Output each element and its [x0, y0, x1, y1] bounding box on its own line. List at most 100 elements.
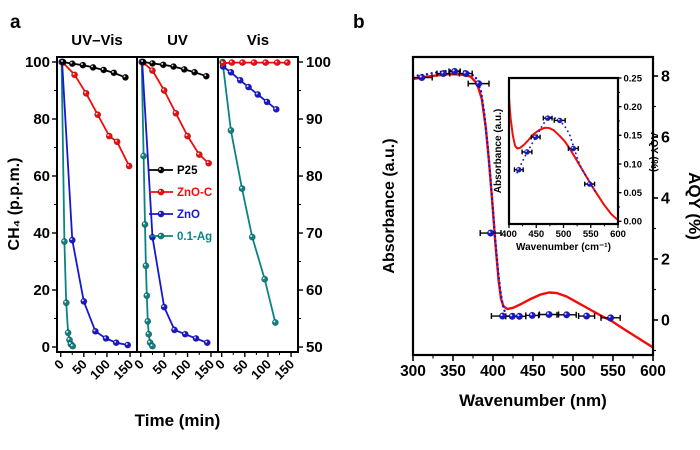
- data-point: [191, 68, 199, 76]
- data-point: [171, 326, 178, 334]
- data-point: [149, 342, 156, 350]
- x-tick-label: 100: [248, 357, 274, 383]
- data-point: [149, 67, 156, 74]
- data-point: [462, 69, 470, 78]
- data-point-gloss: [275, 60, 278, 63]
- data-point-gloss: [95, 112, 98, 115]
- data-point: [180, 65, 188, 73]
- data-point: [157, 166, 165, 174]
- subpanel-series-2: [219, 58, 291, 326]
- data-point: [142, 262, 150, 270]
- data-point-gloss: [500, 313, 503, 317]
- data-point-gloss: [162, 88, 165, 91]
- data-point-gloss: [66, 330, 69, 333]
- data-point: [105, 132, 113, 140]
- data-point: [245, 83, 252, 91]
- data-point: [524, 148, 530, 155]
- data-point: [89, 63, 97, 71]
- data-point-gloss: [161, 62, 164, 65]
- x-tick-label: 0: [212, 357, 228, 373]
- data-point-gloss: [558, 118, 560, 121]
- data-point-gloss: [240, 60, 243, 63]
- data-point-gloss: [159, 212, 161, 214]
- data-point-gloss: [285, 60, 288, 63]
- data-point-gloss: [246, 85, 249, 88]
- data-point: [124, 341, 132, 349]
- inset-x-tick-label: 400: [501, 229, 517, 240]
- data-point-gloss: [144, 293, 147, 296]
- inset-y-tick-label: 0.10: [624, 159, 643, 170]
- a-x-axis-label: Time (min): [135, 411, 221, 430]
- y-tick-label-left: 0: [42, 339, 50, 356]
- b-x-axis-label: Wavenumber (nm): [459, 391, 607, 410]
- x-tick-label: 600: [640, 363, 666, 380]
- subpanel-frame-1: [136, 56, 219, 353]
- data-point-gloss: [159, 190, 161, 192]
- data-point: [532, 134, 539, 140]
- y-tick-label-right: 4: [661, 190, 670, 207]
- data-point-gloss: [115, 139, 118, 142]
- legend-label: ZnO-C: [177, 187, 212, 199]
- data-point-gloss: [587, 182, 590, 185]
- y-tick-label-right: 2: [661, 251, 670, 268]
- legend-label: ZnO: [177, 209, 200, 221]
- x-tick-label: 150: [271, 357, 297, 383]
- inset-y-tick-label: 0.00: [624, 217, 643, 228]
- y-tick-label-left: 100: [25, 54, 50, 71]
- data-point-gloss: [80, 63, 83, 66]
- data-point: [544, 115, 551, 122]
- data-point: [157, 210, 165, 218]
- data-point: [144, 317, 152, 325]
- data-point: [91, 327, 99, 335]
- data-point-gloss: [123, 75, 126, 78]
- data-point: [238, 185, 246, 193]
- data-point-gloss: [101, 67, 104, 70]
- data-point: [586, 181, 593, 187]
- series-line-0.1-Ag: [221, 61, 277, 324]
- data-point-gloss: [72, 72, 75, 75]
- x-tick-label: 100: [168, 357, 194, 383]
- data-point-gloss: [517, 314, 520, 317]
- chart-panel-b: 300 350 400 450 500 550 600 0 2 4 6 8 Wavenumber (nm…: [381, 55, 700, 410]
- subpanel-title-2: Vis: [247, 32, 269, 49]
- data-point-gloss: [146, 332, 149, 335]
- data-point: [545, 310, 553, 319]
- y-tick-label-right: 6: [661, 129, 670, 146]
- data-point-gloss: [488, 230, 491, 234]
- data-point-gloss: [67, 337, 70, 340]
- y-tick-label-left: 20: [33, 282, 50, 299]
- data-point-gloss: [534, 135, 536, 138]
- data-point-gloss: [273, 320, 276, 323]
- data-point-gloss: [107, 134, 110, 137]
- data-point-gloss: [81, 299, 84, 302]
- data-point-gloss: [145, 319, 148, 322]
- data-point-gloss: [183, 332, 186, 335]
- data-point-gloss: [204, 74, 207, 77]
- data-point: [149, 59, 156, 67]
- data-point-gloss: [274, 107, 277, 110]
- data-point: [94, 111, 102, 119]
- data-point: [228, 59, 236, 67]
- data-point-gloss: [262, 277, 265, 280]
- data-point-gloss: [229, 60, 232, 63]
- data-point-gloss: [228, 128, 231, 131]
- data-point-gloss: [182, 67, 185, 70]
- data-point-gloss: [197, 152, 200, 155]
- data-point-gloss: [61, 60, 64, 62]
- data-point-gloss: [70, 238, 73, 241]
- inset-y-tick-label: 0.20: [624, 102, 643, 113]
- data-point: [283, 59, 291, 67]
- x-tick-label: 0: [51, 357, 67, 373]
- x-tick-label: 50: [69, 357, 90, 378]
- data-point-gloss: [265, 99, 268, 102]
- y-tick-label-right: 100: [306, 54, 331, 71]
- data-point-gloss: [150, 68, 153, 71]
- data-point: [71, 71, 79, 79]
- data-point-gloss: [571, 146, 574, 149]
- data-point-gloss: [159, 168, 161, 170]
- data-point: [570, 145, 577, 152]
- data-point: [582, 312, 591, 320]
- data-point-gloss: [171, 64, 174, 67]
